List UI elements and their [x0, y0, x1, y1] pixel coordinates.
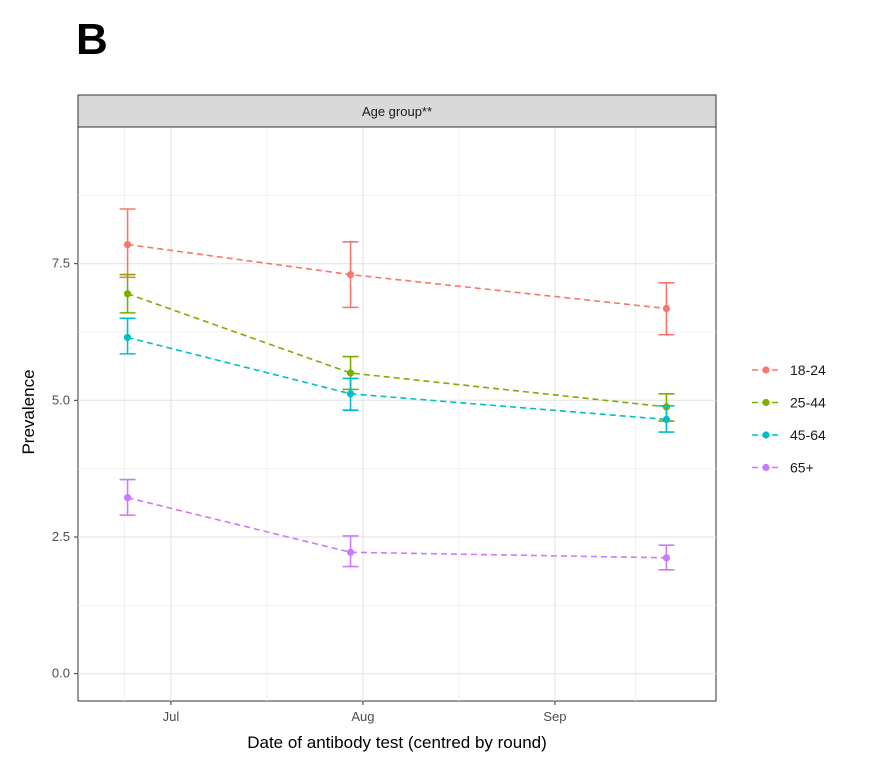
data-point [123, 333, 132, 342]
x-tick-label: Sep [543, 709, 566, 724]
legend-label: 25-44 [790, 395, 826, 411]
legend-key-point [762, 463, 770, 472]
x-tick-label: Aug [351, 709, 374, 724]
data-point [123, 494, 132, 502]
x-tick-label: Jul [163, 709, 180, 724]
data-point [662, 415, 671, 424]
major-gridlines [78, 127, 716, 701]
legend-label: 65+ [790, 460, 814, 476]
data-point [346, 390, 355, 398]
plot-panel [77, 126, 717, 702]
data-point [662, 554, 671, 562]
x-axis-title: Date of antibody test (centred by round) [247, 733, 547, 752]
data-point [346, 271, 355, 279]
series-65+ [119, 478, 675, 571]
y-axis: 0.0 2.5 5.0 7.5 [52, 256, 78, 681]
legend-key-point [762, 366, 770, 374]
facet-title: Age group** [362, 104, 432, 119]
y-tick-label: 2.5 [52, 529, 70, 544]
legend: 18-24 25-44 45-64 65+ [752, 362, 826, 476]
series-line [127, 336, 667, 421]
legend-item: 45-64 [752, 427, 826, 443]
data-point [123, 290, 132, 298]
y-tick-label: 0.0 [52, 666, 70, 681]
y-axis-title: Prevalence [19, 369, 38, 454]
series-45-64 [119, 317, 675, 433]
data-point [346, 548, 355, 556]
legend-key-point [762, 431, 770, 439]
legend-key-point [762, 398, 770, 407]
panel-letter: B [76, 15, 108, 64]
minor-gridlines [78, 127, 716, 701]
data-point [662, 304, 671, 313]
legend-label: 18-24 [790, 362, 826, 378]
data-point [346, 369, 355, 377]
facet-strip [77, 94, 717, 128]
series-18-24 [119, 208, 675, 336]
legend-label: 45-64 [790, 427, 826, 443]
legend-item: 18-24 [752, 362, 826, 378]
y-tick-label: 7.5 [52, 256, 70, 271]
data-point [123, 240, 132, 249]
y-tick-label: 5.0 [52, 392, 70, 407]
series-layer [119, 208, 675, 571]
legend-item: 65+ [752, 460, 814, 476]
series-line [127, 496, 667, 559]
x-axis: Jul Aug Sep [163, 701, 567, 724]
legend-item: 25-44 [752, 395, 826, 411]
